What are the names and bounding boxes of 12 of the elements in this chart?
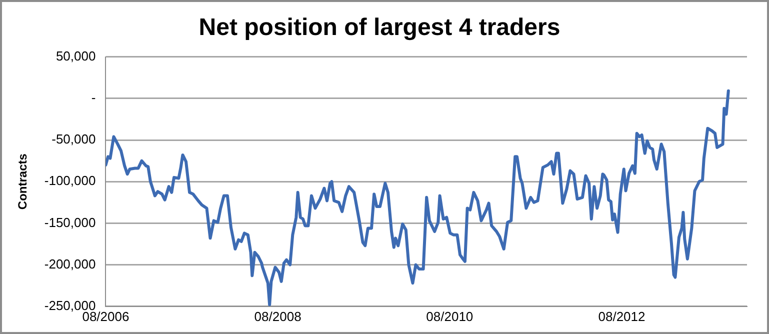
chart-title: Net position of largest 4 traders [198, 14, 560, 42]
y-tick-label: 50,000 [56, 48, 96, 64]
y-tick-label: - [91, 90, 96, 105]
y-tick-label: -200,000 [44, 256, 96, 272]
y-tick-label: -50,000 [52, 132, 96, 147]
y-tick-label: -250,000 [44, 298, 96, 313]
y-axis-title: Contracts [16, 153, 30, 210]
x-tick-label: 08/2008 [254, 308, 302, 324]
x-tick-label: 08/2010 [426, 308, 474, 324]
x-tick-label: 08/2012 [598, 308, 646, 324]
y-tick-label: -150,000 [44, 214, 96, 230]
y-tick-label: -100,000 [44, 173, 96, 188]
